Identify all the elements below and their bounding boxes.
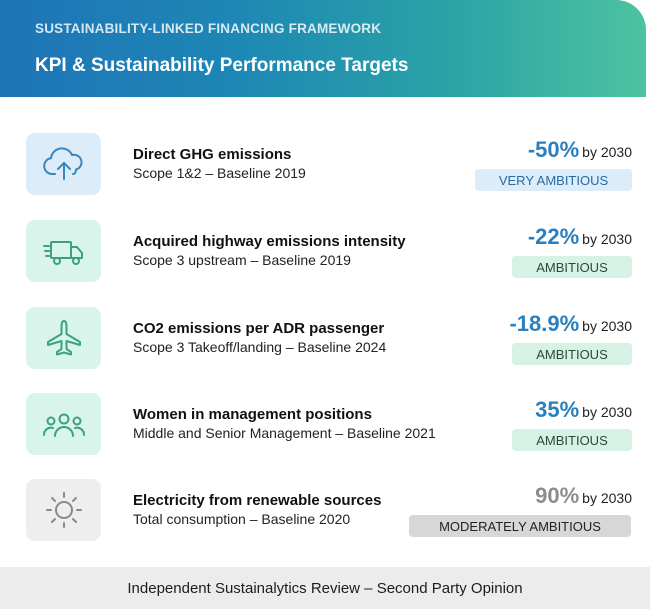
- target-value: 35%: [535, 397, 580, 422]
- rating-badge: VERY AMBITIOUS: [475, 169, 632, 191]
- cloud-upload-icon: [26, 133, 101, 195]
- kpi-subtitle: Scope 3 upstream – Baseline 2019: [133, 252, 351, 268]
- target-value: -50%: [527, 137, 580, 162]
- kpi-subtitle: Scope 3 Takeoff/landing – Baseline 2024: [133, 339, 387, 355]
- target-year: by 2030: [582, 231, 632, 247]
- footer-banner: Independent Sustainalytics Review – Seco…: [0, 567, 650, 609]
- people-group-icon: [26, 393, 101, 455]
- target-value: 90%: [535, 483, 580, 508]
- truck-icon: [26, 220, 101, 282]
- footer-text: Independent Sustainalytics Review – Seco…: [127, 579, 523, 597]
- target-year: by 2030: [582, 318, 632, 334]
- kpi-row-direct-ghg: Direct GHG emissions Scope 1&2 – Baselin…: [0, 133, 650, 213]
- kpi-row-co2-passenger: CO2 emissions per ADR passenger Scope 3 …: [0, 307, 650, 387]
- rating-badge: AMBITIOUS: [512, 256, 632, 278]
- kpi-subtitle: Total consumption – Baseline 2020: [133, 511, 351, 527]
- rating-badge: AMBITIOUS: [512, 343, 632, 365]
- rating-badge: MODERATELY AMBITIOUS: [409, 515, 631, 537]
- kpi-target: 35% by 2030: [535, 397, 632, 423]
- kpi-title: Direct GHG emissions: [133, 146, 292, 163]
- target-value: -18.9%: [509, 311, 580, 336]
- kpi-subtitle: Scope 1&2 – Baseline 2019: [133, 165, 306, 181]
- kpi-row-renewable-electricity: Electricity from renewable sources Total…: [0, 479, 650, 559]
- kpi-target: 90% by 2030: [535, 483, 632, 509]
- kpi-title: Women in management positions: [133, 406, 372, 423]
- kpi-title: Acquired highway emissions intensity: [133, 233, 406, 250]
- kpi-row-highway-emissions: Acquired highway emissions intensity Sco…: [0, 220, 650, 300]
- target-year: by 2030: [582, 144, 632, 160]
- kpi-title: CO2 emissions per ADR passenger: [133, 320, 385, 337]
- header-banner: SUSTAINABILITY-LINKED FINANCING FRAMEWOR…: [0, 0, 646, 97]
- sun-icon: [26, 479, 101, 541]
- airplane-icon: [26, 307, 101, 369]
- kpi-row-women-management: Women in management positions Middle and…: [0, 393, 650, 473]
- kpi-target: -18.9% by 2030: [509, 311, 632, 337]
- rating-badge: AMBITIOUS: [512, 429, 632, 451]
- kpi-title: Electricity from renewable sources: [133, 492, 382, 509]
- framework-subtitle: SUSTAINABILITY-LINKED FINANCING FRAMEWOR…: [35, 21, 382, 36]
- kpi-subtitle: Middle and Senior Management – Baseline …: [133, 425, 436, 441]
- page-title: KPI & Sustainability Performance Targets: [35, 55, 409, 76]
- kpi-target: -22% by 2030: [528, 224, 632, 250]
- target-year: by 2030: [582, 404, 632, 420]
- target-year: by 2030: [582, 490, 632, 506]
- kpi-target: -50% by 2030: [528, 137, 632, 163]
- target-value: -22%: [527, 224, 580, 249]
